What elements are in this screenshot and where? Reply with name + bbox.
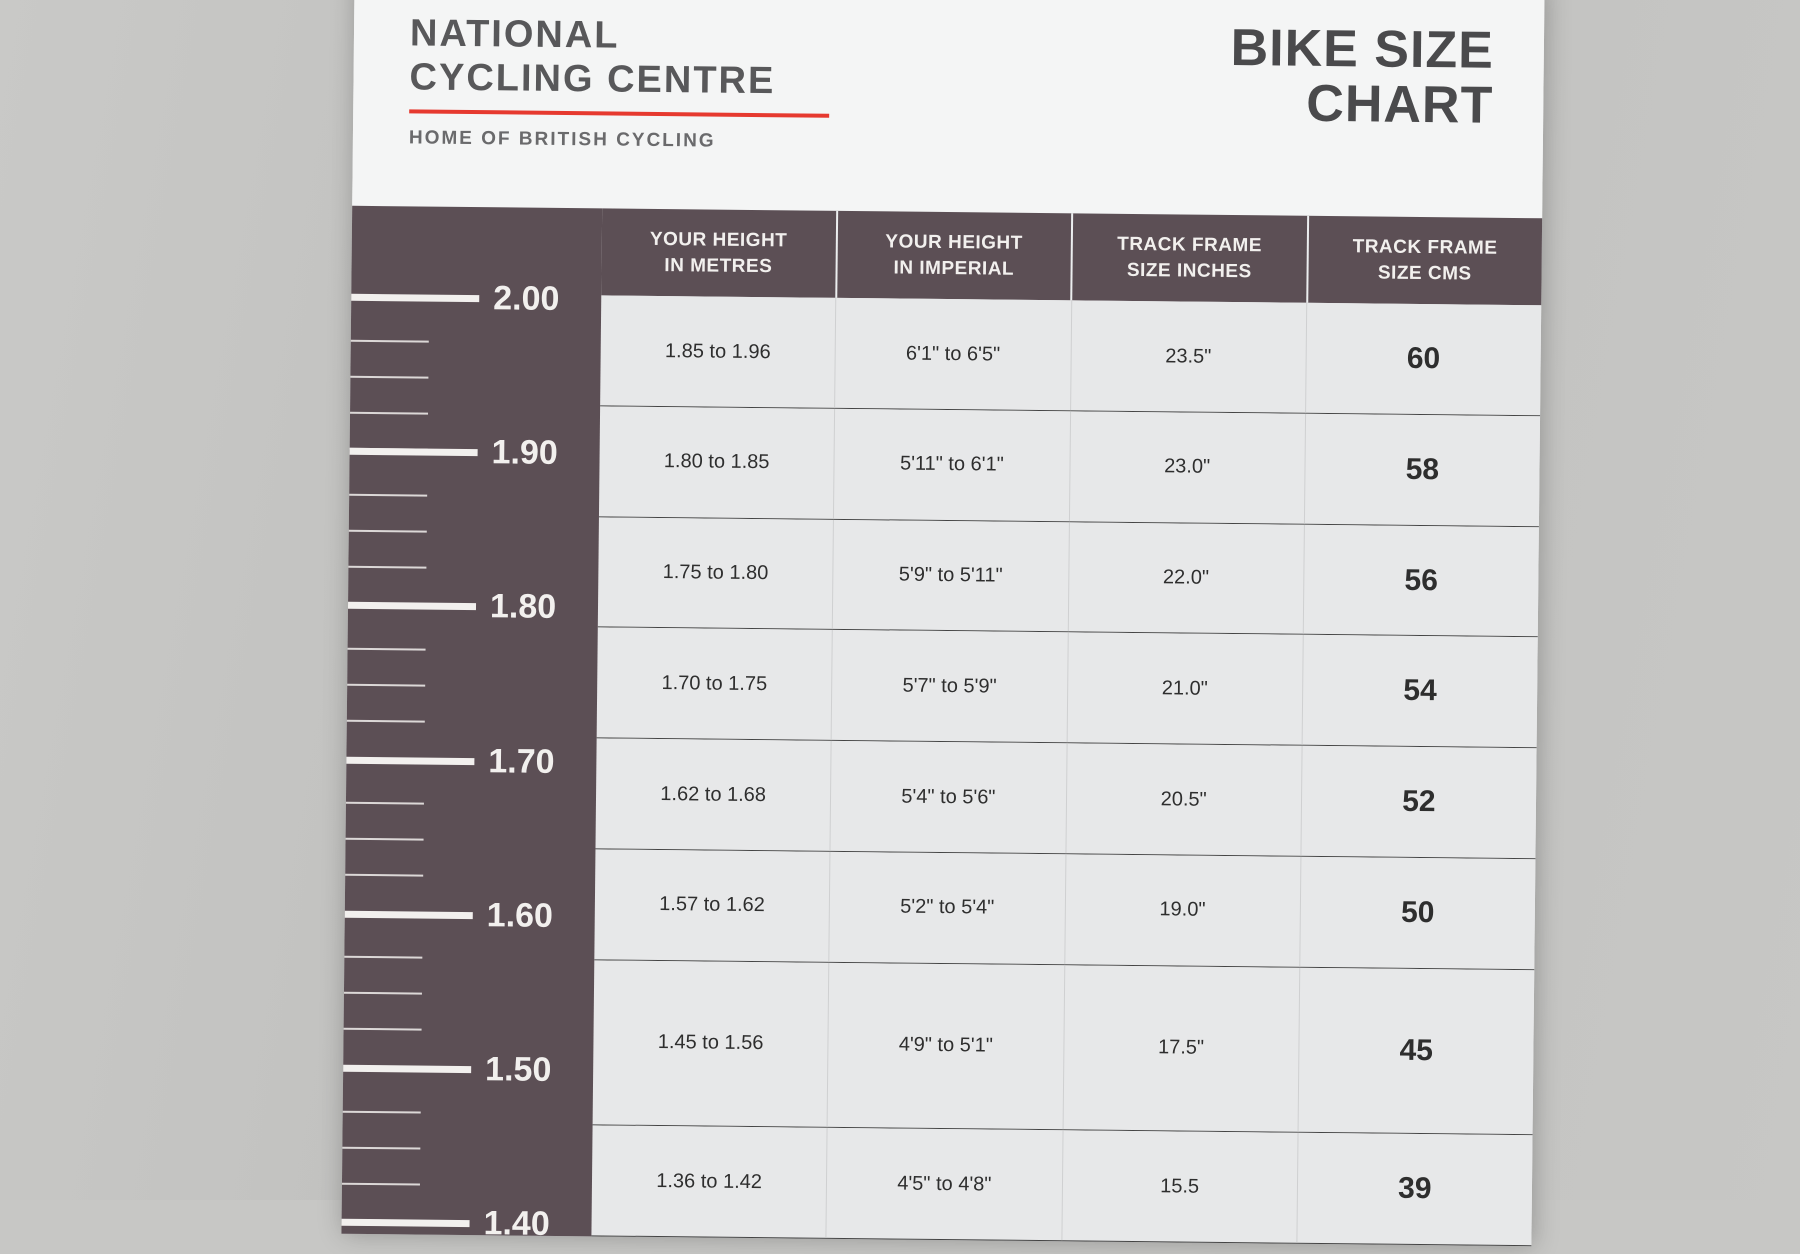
body-area: 2.00 1.90 1.80 1.70 xyxy=(341,206,1542,1246)
table-header-metres: YOUR HEIGHT IN METRES xyxy=(601,208,837,298)
table-row: 1.70 to 1.75 5'7" to 5'9" 21.0" 54 xyxy=(597,628,1538,749)
table-header-inches: TRACK FRAME SIZE INCHES xyxy=(1072,213,1308,303)
ruler-minor-tick xyxy=(346,838,424,841)
chart-title: BIKE SIZE CHART xyxy=(1230,21,1494,133)
ruler-major-mark-140: 1.40 xyxy=(341,1203,550,1244)
ruler-minor-tick xyxy=(342,1182,420,1185)
ruler-major-mark-200: 2.00 xyxy=(351,278,560,319)
bike-size-chart-card: NATIONAL CYCLING CENTRE HOME OF BRITISH … xyxy=(341,0,1544,1246)
ruler-minor-tick xyxy=(349,530,427,533)
ruler-minor-tick xyxy=(347,684,425,687)
ruler-major-mark-180: 1.80 xyxy=(348,586,557,627)
ruler-minor-tick xyxy=(349,494,427,497)
table-body: 1.85 to 1.96 6'1" to 6'5" 23.5" 60 1.80 … xyxy=(591,296,1541,1247)
brand-block: NATIONAL CYCLING CENTRE HOME OF BRITISH … xyxy=(409,12,830,154)
ruler-minor-tick xyxy=(351,339,429,342)
ruler-minor-tick xyxy=(342,1146,420,1149)
ruler-minor-tick xyxy=(344,956,422,959)
chart-title-block: BIKE SIZE CHART xyxy=(1230,21,1494,133)
card-header: NATIONAL CYCLING CENTRE HOME OF BRITISH … xyxy=(352,0,1544,218)
ruler-major-mark-190: 1.90 xyxy=(349,432,558,473)
table-row: 1.45 to 1.56 4'9" to 5'1" 17.5" 45 xyxy=(593,960,1535,1135)
table-header-imperial: YOUR HEIGHT IN IMPERIAL xyxy=(837,211,1073,301)
ruler-minor-tick xyxy=(350,375,428,378)
ruler-minor-tick xyxy=(343,1110,421,1113)
height-ruler: 2.00 1.90 1.80 1.70 xyxy=(341,206,602,1237)
table-row: 1.57 to 1.62 5'2" to 5'4" 19.0" 50 xyxy=(594,849,1535,970)
table-row: 1.80 to 1.85 5'11" to 6'1" 23.0" 58 xyxy=(599,406,1540,527)
brand-underline xyxy=(409,110,829,118)
ruler-minor-tick xyxy=(348,648,426,651)
table-header-row: YOUR HEIGHT IN METRES YOUR HEIGHT IN IMPER… xyxy=(601,208,1542,305)
ruler-minor-tick xyxy=(344,992,422,995)
ruler-major-mark-150: 1.50 xyxy=(343,1049,552,1090)
table-wrap: YOUR HEIGHT IN METRES YOUR HEIGHT IN IMPER… xyxy=(591,208,1542,1246)
brand-subtitle: HOME OF BRITISH CYCLING xyxy=(409,128,829,154)
table-row: 1.62 to 1.68 5'4" to 5'6" 20.5" 52 xyxy=(595,739,1536,860)
table-row: 1.36 to 1.42 4'5" to 4'8" 15.5 39 xyxy=(591,1126,1532,1247)
brand-title: NATIONAL CYCLING CENTRE xyxy=(409,12,830,104)
table-row: 1.75 to 1.80 5'9" to 5'11" 22.0" 56 xyxy=(598,517,1539,638)
ruler-minor-tick xyxy=(347,720,425,723)
ruler-major-mark-160: 1.60 xyxy=(345,895,554,936)
table-header-cms: TRACK FRAME SIZE CMS xyxy=(1308,216,1542,306)
ruler-minor-tick xyxy=(346,802,424,805)
table-row: 1.85 to 1.96 6'1" to 6'5" 23.5" 60 xyxy=(600,296,1541,417)
ruler-minor-tick xyxy=(345,874,423,877)
ruler-minor-tick xyxy=(350,411,428,414)
ruler-minor-tick xyxy=(348,566,426,569)
ruler-minor-tick xyxy=(344,1028,422,1031)
ruler-major-mark-170: 1.70 xyxy=(346,740,555,781)
